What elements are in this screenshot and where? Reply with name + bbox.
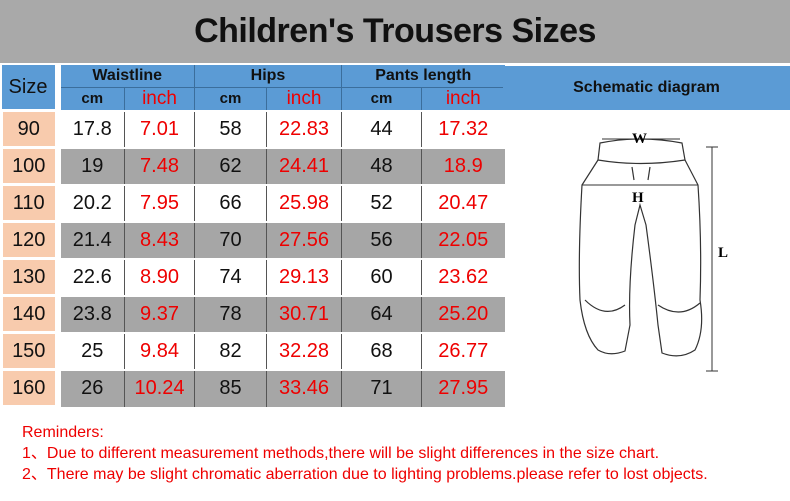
pants-length-header: Pants length: [341, 65, 505, 87]
inch-cell: 9.37: [124, 294, 195, 333]
inch-cell: 7.01: [124, 109, 195, 148]
reminder-item: 2、There may be slight chromatic aberrati…: [22, 466, 708, 483]
cm-cell: 19: [57, 146, 125, 185]
cm-cell: 62: [194, 146, 267, 185]
table-row: 160 26 10.24 85 33.46 71 27.95: [0, 368, 505, 408]
cm-cell: 82: [194, 331, 267, 370]
size-cell: 90: [0, 109, 61, 149]
inch-cell: 26.77: [421, 331, 505, 370]
cm-cell: 20.2: [57, 183, 125, 222]
inch-cell: 30.71: [266, 294, 342, 333]
table-row: 90 17.8 7.01 58 22.83 44 17.32: [0, 109, 505, 149]
inch-cell: 22.83: [266, 109, 342, 148]
table-row: 150 25 9.84 82 32.28 68 26.77: [0, 331, 505, 371]
inch-cell: 29.13: [266, 257, 342, 296]
cm-cell: 78: [194, 294, 267, 333]
cm-cell: 22.6: [57, 257, 125, 296]
waistline-header: Waistline: [57, 65, 195, 87]
inch-cell: 27.95: [421, 368, 505, 407]
inch-cell: 23.62: [421, 257, 505, 296]
cm-cell: 60: [341, 257, 422, 296]
cm-cell: 25: [57, 331, 125, 370]
size-cell: 130: [0, 257, 61, 297]
inch-cell: 27.56: [266, 220, 342, 259]
inch-cell: 33.46: [266, 368, 342, 407]
cm-cell: 85: [194, 368, 267, 407]
size-cell: 150: [0, 331, 61, 371]
cm-cell: 68: [341, 331, 422, 370]
trousers-diagram: W H L: [578, 131, 728, 372]
inch-cell: 25.20: [421, 294, 505, 333]
cm-cell: 56: [341, 220, 422, 259]
reminders: Reminders: 1、Due to different measuremen…: [22, 422, 708, 485]
inch-cell: 32.28: [266, 331, 342, 370]
size-cell: 110: [0, 183, 61, 223]
table-row: 130 22.6 8.90 74 29.13 60 23.62: [0, 257, 505, 297]
inch-cell: 17.32: [421, 109, 505, 148]
inch-header: inch: [421, 86, 505, 111]
inch-cell: 24.41: [266, 146, 342, 185]
inch-cell: 9.84: [124, 331, 195, 370]
page-title: Children's Trousers Sizes: [0, 0, 790, 63]
cm-cell: 64: [341, 294, 422, 333]
cm-cell: 23.8: [57, 294, 125, 333]
inch-cell: 7.48: [124, 146, 195, 185]
inch-cell: 18.9: [421, 146, 505, 185]
inch-header: inch: [124, 86, 195, 111]
w-label: W: [632, 131, 647, 147]
reminders-title: Reminders:: [22, 424, 104, 441]
schematic-header: Schematic diagram: [503, 66, 790, 110]
cm-header: cm: [341, 86, 422, 111]
cm-cell: 44: [341, 109, 422, 148]
table-row: 140 23.8 9.37 78 30.71 64 25.20: [0, 294, 505, 334]
cm-cell: 26: [57, 368, 125, 407]
cm-cell: 70: [194, 220, 267, 259]
table-row: 100 19 7.48 62 24.41 48 18.9: [0, 146, 505, 186]
size-header: Size: [1, 65, 61, 111]
l-label: L: [718, 245, 728, 261]
cm-cell: 17.8: [57, 109, 125, 148]
size-cell: 100: [0, 146, 61, 186]
h-label: H: [632, 190, 644, 206]
inch-cell: 10.24: [124, 368, 195, 407]
cm-header: cm: [194, 86, 267, 111]
reminder-item: 1、Due to different measurement methods,t…: [22, 445, 660, 462]
inch-cell: 20.47: [421, 183, 505, 222]
size-cell: 120: [0, 220, 61, 260]
cm-cell: 48: [341, 146, 422, 185]
cm-cell: 74: [194, 257, 267, 296]
inch-header: inch: [266, 86, 342, 111]
inch-cell: 7.95: [124, 183, 195, 222]
inch-cell: 22.05: [421, 220, 505, 259]
table-row: 120 21.4 8.43 70 27.56 56 22.05: [0, 220, 505, 260]
inch-cell: 8.90: [124, 257, 195, 296]
cm-cell: 21.4: [57, 220, 125, 259]
cm-cell: 58: [194, 109, 267, 148]
hips-header: Hips: [194, 65, 342, 87]
cm-header: cm: [57, 86, 125, 111]
cm-cell: 66: [194, 183, 267, 222]
size-cell: 160: [0, 368, 61, 408]
size-cell: 140: [0, 294, 61, 334]
inch-cell: 25.98: [266, 183, 342, 222]
size-table: Size Waistline Hips Pants length cm inch…: [0, 65, 505, 408]
cm-cell: 71: [341, 368, 422, 407]
table-row: 110 20.2 7.95 66 25.98 52 20.47: [0, 183, 505, 223]
inch-cell: 8.43: [124, 220, 195, 259]
cm-cell: 52: [341, 183, 422, 222]
